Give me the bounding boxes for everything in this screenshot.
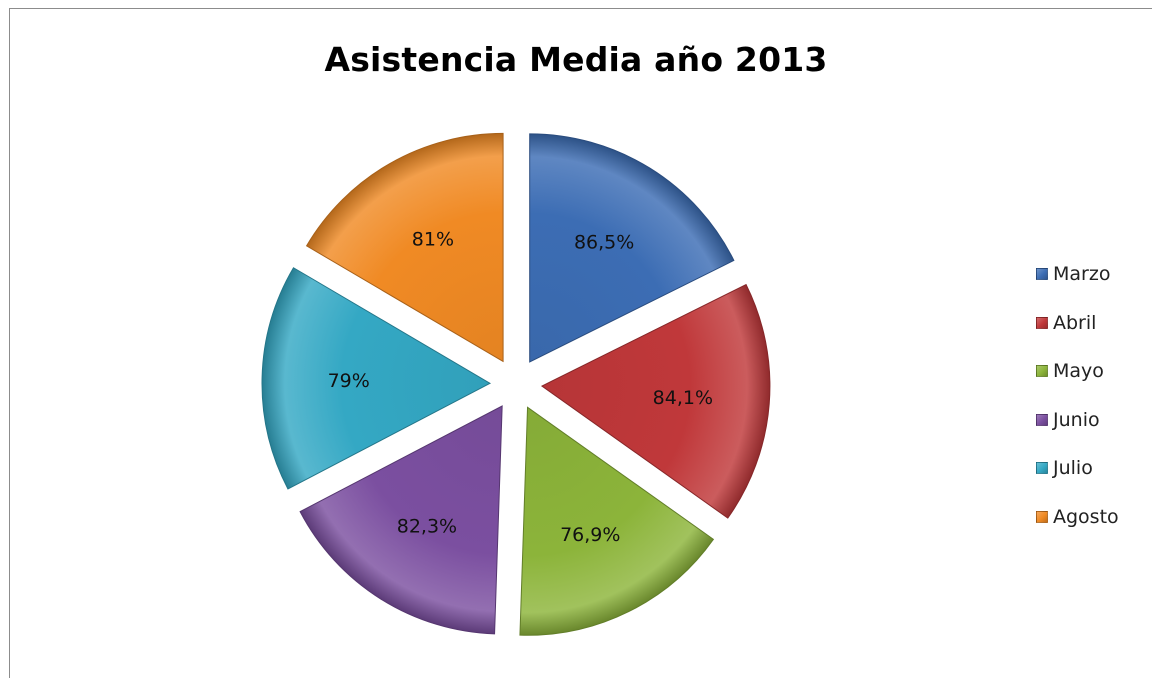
legend-item-julio: Julio (1036, 444, 1119, 493)
legend-label: Mayo (1053, 360, 1104, 383)
legend-swatch (1036, 462, 1048, 475)
legend-item-mayo: Mayo (1036, 347, 1119, 396)
legend-swatch (1036, 268, 1048, 281)
pie-slice-agosto (305, 132, 504, 363)
legend-label: Julio (1053, 457, 1093, 480)
legend-label: Marzo (1053, 263, 1111, 286)
data-label-agosto: 81% (412, 229, 454, 251)
legend-swatch (1036, 413, 1048, 426)
data-label-julio: 79% (328, 370, 370, 392)
pie-slice-abril (540, 283, 771, 519)
data-label-mayo: 76,9% (560, 524, 620, 546)
chart-title: Asistencia Media año 2013 (324, 40, 828, 79)
legend-label: Agosto (1053, 505, 1119, 528)
legend-swatch (1036, 365, 1048, 378)
legend-item-marzo: Marzo (1036, 250, 1119, 299)
legend-item-abril: Abril (1036, 299, 1119, 348)
chart-legend: Marzo Abril Mayo Junio Julio Agosto (1036, 250, 1119, 541)
data-label-marzo: 86,5% (574, 232, 634, 254)
legend-item-junio: Junio (1036, 396, 1119, 445)
pie-slice-marzo (529, 133, 735, 363)
data-label-abril: 84,1% (653, 387, 713, 409)
pie-slice-junio (299, 405, 503, 635)
legend-label: Junio (1053, 408, 1100, 431)
legend-swatch (1036, 316, 1048, 329)
legend-item-agosto: Agosto (1036, 493, 1119, 542)
data-label-junio: 82,3% (397, 516, 457, 538)
legend-swatch (1036, 510, 1048, 523)
pie-slice-mayo (519, 406, 715, 636)
legend-label: Abril (1053, 311, 1097, 334)
pie-slice-julio (261, 267, 492, 490)
